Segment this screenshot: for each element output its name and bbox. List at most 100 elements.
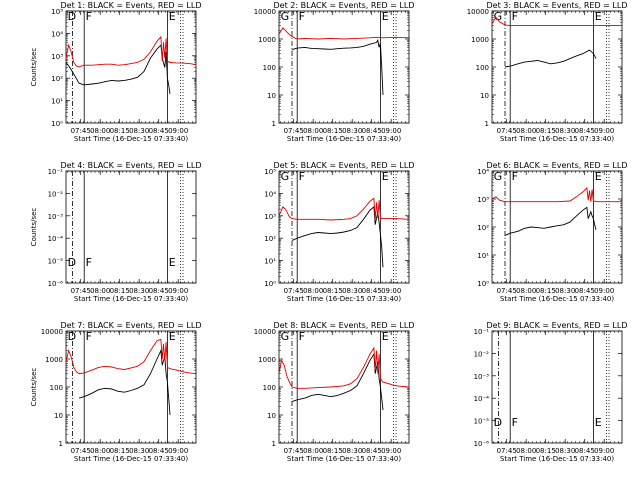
x-tick-label: 08:30 [342,287,362,295]
panel-title: Det 8: BLACK = Events, RED = LLD [274,321,415,330]
x-axis-label: Start Time (16-Dec-15 07:33:40) [500,455,614,463]
y-tick-label: 10⁰ [477,280,489,288]
y-tick-label: 10⁻³ [48,213,64,221]
annotation-label: G [281,170,290,183]
x-tick-label: 08:15 [536,287,556,295]
x-tick-label: 08:15 [536,447,556,455]
annotation-label: E [382,170,389,183]
x-tick-label: 07:45 [71,447,91,455]
x-tick-label: 08:30 [555,447,575,455]
y-tick-label: 10³ [264,213,276,221]
panel-title: Det 4: BLACK = Events, RED = LLD [61,161,202,170]
y-tick-label: 10 [267,92,276,100]
x-tick-label: 07:45 [497,127,517,135]
y-tick-label: 10² [264,235,276,243]
x-tick-label: 09:00 [381,287,401,295]
x-tick-label: 07:45 [71,287,91,295]
y-tick-label: 1 [272,120,276,128]
annotation-label: E [595,416,602,429]
y-tick-label: 10⁴ [264,190,276,198]
y-tick-label: 10² [51,75,63,83]
y-tick-label: 10² [477,224,489,232]
y-tick-label: 10⁵ [51,8,63,16]
detector-panel-3: Det 3: BLACK = Events, RED = LLD 1 10 100 10… [467,1,628,143]
y-tick-label: 10000 [41,328,63,336]
y-tick-label: 10⁻¹ [48,168,64,176]
detector-panel-2: Det 2: BLACK = Events, RED = LLD 1 10 100 10… [254,1,415,143]
plot-frame [278,10,410,124]
panel-title: Det 9: BLACK = Events, RED = LLD [487,321,628,330]
annotation-label: E [169,256,176,269]
y-axis-label: Counts/sec [30,48,38,87]
annotation-label: F [299,10,305,23]
x-tick-label: 08:00 [516,287,536,295]
x-tick-label: 08:00 [90,287,110,295]
x-tick-label: 08:30 [555,287,575,295]
y-tick-label: 100 [263,64,276,72]
y-tick-label: 10⁻⁶ [48,280,64,288]
y-tick-label: 10⁻¹ [474,328,490,336]
annotation-label: F [86,256,92,269]
y-tick-label: 10000 [467,8,489,16]
x-axis-label: Start Time (16-Dec-15 07:33:40) [287,135,401,143]
x-axis-label: Start Time (16-Dec-15 07:33:40) [74,455,188,463]
y-tick-label: 10³ [51,53,63,61]
y-tick-label: 10⁰ [51,120,63,128]
annotation-label: G [494,170,503,183]
detector-panel-5: Det 5: BLACK = Events, RED = LLD 10⁰ 10¹ 10… [264,161,414,303]
x-tick-label: 08:45 [149,287,169,295]
annotation-label: G [281,10,290,23]
annotation-label: F [512,416,518,429]
plot-frame [278,330,410,444]
panel-title: Det 2: BLACK = Events, RED = LLD [274,1,415,10]
x-tick-label: 08:15 [110,447,130,455]
x-tick-label: 08:30 [129,447,149,455]
y-tick-label: 1 [485,120,489,128]
plot-frame [491,170,623,284]
y-tick-label: 10⁻⁴ [474,395,490,403]
x-tick-label: 08:00 [90,127,110,135]
panel-title: Det 6: BLACK = Events, RED = LLD [487,161,628,170]
x-tick-label: 08:30 [129,287,149,295]
series-line-lld [278,27,410,40]
x-tick-label: 07:45 [284,447,304,455]
x-tick-label: 08:45 [575,127,595,135]
detector-panel-9: Det 9: BLACK = Events, RED = LLD 10⁻⁶ 10⁻⁵… [474,321,628,463]
x-tick-label: 09:00 [168,127,188,135]
annotation-label: D [494,416,502,429]
y-tick-label: 1 [272,440,276,448]
y-tick-label: 10¹ [477,252,489,260]
plot-frame [65,330,197,444]
series-line-events [291,352,384,411]
annotation-label: F [86,10,92,23]
y-tick-label: 10000 [254,8,276,16]
y-tick-label: 1000 [258,36,276,44]
y-tick-label: 1000 [471,36,489,44]
y-tick-label: 10⁻⁶ [474,440,490,448]
panel-title: Det 7: BLACK = Events, RED = LLD [61,321,202,330]
plot-frame [278,170,410,284]
x-tick-label: 08:45 [362,287,382,295]
x-tick-label: 08:15 [110,127,130,135]
x-tick-label: 08:30 [129,127,149,135]
x-tick-label: 08:00 [303,287,323,295]
x-tick-label: 08:45 [362,127,382,135]
y-axis-label: Counts/sec [30,208,38,247]
x-axis-label: Start Time (16-Dec-15 07:33:40) [500,135,614,143]
annotation-label: E [169,10,176,23]
x-tick-label: 08:45 [575,287,595,295]
annotation-label: G [494,10,503,23]
y-tick-label: 10⁻⁴ [48,235,64,243]
x-axis-label: Start Time (16-Dec-15 07:33:40) [287,295,401,303]
y-tick-label: 10⁴ [51,30,63,38]
x-tick-label: 08:00 [90,447,110,455]
x-tick-label: 07:45 [71,127,91,135]
annotation-label: F [299,170,305,183]
annotation-label: D [68,10,76,23]
annotation-label: E [595,170,602,183]
x-tick-label: 09:00 [168,447,188,455]
series-line-lld [278,197,410,221]
detector-panel-1: Det 1: BLACK = Events, RED = LLD 10⁰ 10¹ 10… [30,1,201,143]
y-tick-label: 1 [59,440,63,448]
y-tick-label: 10⁻⁵ [474,418,490,426]
